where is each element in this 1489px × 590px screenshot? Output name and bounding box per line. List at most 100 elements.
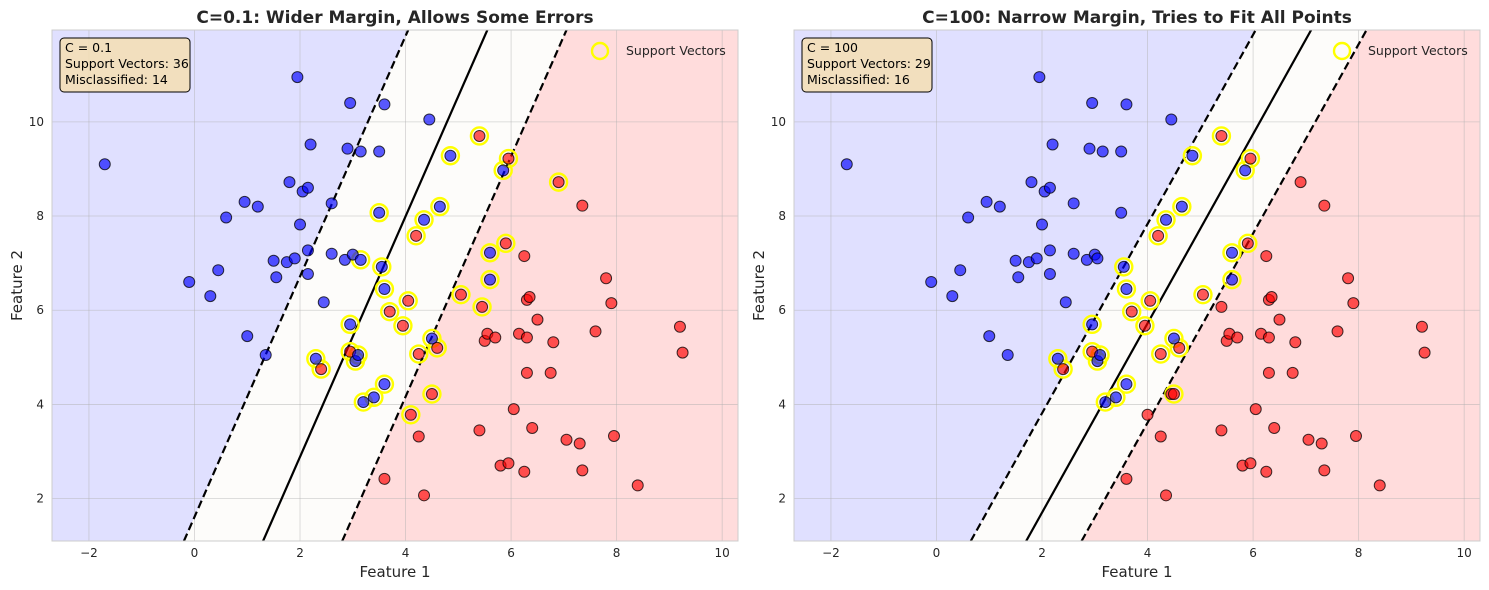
class-a-point bbox=[1165, 113, 1178, 126]
class-a-point bbox=[1083, 142, 1096, 155]
support-vector-point bbox=[1167, 332, 1180, 345]
support-vector-ring bbox=[1151, 344, 1171, 364]
support-vector-point bbox=[483, 246, 496, 259]
class-b-point bbox=[1286, 366, 1299, 379]
class-a-point bbox=[1001, 348, 1014, 361]
y-tick-label: 8 bbox=[36, 209, 44, 223]
class-b-point bbox=[673, 320, 686, 333]
class-b-point bbox=[576, 464, 589, 477]
support-vector-point bbox=[1051, 352, 1064, 365]
support-vector-ring bbox=[422, 384, 442, 404]
axes-frame bbox=[51, 29, 739, 542]
y-tick-label: 6 bbox=[778, 303, 786, 317]
class-a-point bbox=[373, 145, 386, 158]
class-b-point bbox=[607, 429, 620, 442]
x-tick-label: 0 bbox=[933, 546, 941, 560]
support-vector-point bbox=[1152, 229, 1165, 242]
support-vector-point bbox=[1099, 396, 1112, 409]
support-vector-point bbox=[1138, 319, 1151, 332]
class-a-point bbox=[1067, 197, 1080, 210]
class-a-point bbox=[1043, 181, 1056, 194]
class-a-point bbox=[294, 218, 307, 231]
class-b-point bbox=[526, 421, 539, 434]
support-vector-point bbox=[396, 319, 409, 332]
class-a-point bbox=[238, 195, 251, 208]
support-vector-point bbox=[1057, 363, 1070, 376]
class-b-point bbox=[1418, 346, 1431, 359]
class-b-point bbox=[520, 331, 533, 344]
class-b-point bbox=[1215, 424, 1228, 437]
x-tick-label: −2 bbox=[80, 546, 98, 560]
support-vector-ring bbox=[380, 301, 400, 322]
legend-label-support-vectors: Support Vectors bbox=[1368, 43, 1468, 58]
class-a-point bbox=[288, 252, 301, 265]
support-vector-ring bbox=[374, 374, 395, 394]
class-b-point bbox=[473, 424, 486, 437]
margin-line-right bbox=[1080, 30, 1368, 541]
class-b-point bbox=[589, 325, 602, 338]
info-box-line: Misclassified: 14 bbox=[65, 72, 168, 87]
support-vector-point bbox=[1094, 348, 1107, 361]
support-vector-point bbox=[476, 300, 489, 313]
support-vector-point bbox=[502, 152, 515, 165]
class-a-point bbox=[241, 330, 254, 343]
support-vector-point bbox=[1196, 288, 1209, 301]
support-vector-ring bbox=[1116, 279, 1137, 299]
class-a-point bbox=[1096, 145, 1109, 158]
class-a-point bbox=[251, 200, 264, 213]
class-a-point bbox=[423, 113, 436, 126]
class-a-point bbox=[1043, 267, 1056, 280]
plot-area bbox=[52, 30, 738, 541]
support-vector-point bbox=[497, 164, 510, 177]
support-vector-point bbox=[1120, 378, 1133, 391]
y-tick-label: 4 bbox=[36, 397, 44, 411]
class-b-point bbox=[518, 465, 531, 478]
support-vector-point bbox=[1175, 200, 1188, 213]
class-b-point bbox=[1373, 479, 1386, 492]
support-vector-ring bbox=[369, 203, 389, 223]
plot-area bbox=[794, 30, 1480, 541]
class-a-point bbox=[270, 271, 283, 284]
info-box-line: C = 100 bbox=[807, 40, 858, 55]
support-vector-ring bbox=[440, 146, 461, 166]
class-a-point bbox=[301, 244, 314, 257]
support-vector-point bbox=[444, 149, 457, 162]
class-b-point bbox=[507, 403, 520, 416]
class-a-point bbox=[183, 275, 196, 288]
class-a-point bbox=[1030, 252, 1043, 265]
class-b-point bbox=[1347, 297, 1360, 310]
support-vector-ring bbox=[414, 210, 434, 230]
axes-frame bbox=[793, 29, 1481, 542]
class-b-point bbox=[1268, 421, 1281, 434]
support-vector-point bbox=[1244, 152, 1257, 165]
legend: Support Vectors bbox=[1332, 41, 1468, 61]
class-b-point bbox=[576, 199, 589, 212]
support-vector-ring bbox=[1235, 160, 1255, 181]
class-b-point bbox=[1302, 433, 1315, 446]
legend-marker-support-vectors bbox=[1332, 41, 1352, 61]
class-a-point bbox=[1067, 247, 1080, 260]
class-a-point bbox=[317, 296, 330, 309]
support-vector-ring bbox=[398, 291, 418, 311]
class-a-point bbox=[1036, 218, 1049, 231]
info-box-background bbox=[59, 37, 191, 93]
y-tick-label: 10 bbox=[29, 115, 44, 129]
class-a-point bbox=[1086, 97, 1099, 109]
support-vector-point bbox=[1215, 129, 1228, 142]
support-vector-point bbox=[1109, 391, 1122, 404]
chart-title: C=0.1: Wider Margin, Allows Some Errors bbox=[196, 8, 593, 28]
class-a-point bbox=[267, 254, 280, 267]
class-b-point bbox=[1262, 366, 1275, 379]
class-b-point bbox=[1315, 437, 1328, 450]
class-b-point bbox=[1244, 457, 1257, 470]
support-vector-point bbox=[309, 352, 322, 365]
x-tick-label: 2 bbox=[1038, 546, 1046, 560]
support-vector-point bbox=[357, 396, 370, 409]
support-vector-ring bbox=[480, 243, 500, 263]
support-vector-point bbox=[425, 332, 438, 345]
class-a-point bbox=[983, 330, 996, 343]
class-a-point bbox=[1009, 254, 1022, 267]
support-vector-point bbox=[454, 288, 467, 301]
class-a-point bbox=[1115, 206, 1128, 219]
x-tick-label: 6 bbox=[507, 546, 515, 560]
